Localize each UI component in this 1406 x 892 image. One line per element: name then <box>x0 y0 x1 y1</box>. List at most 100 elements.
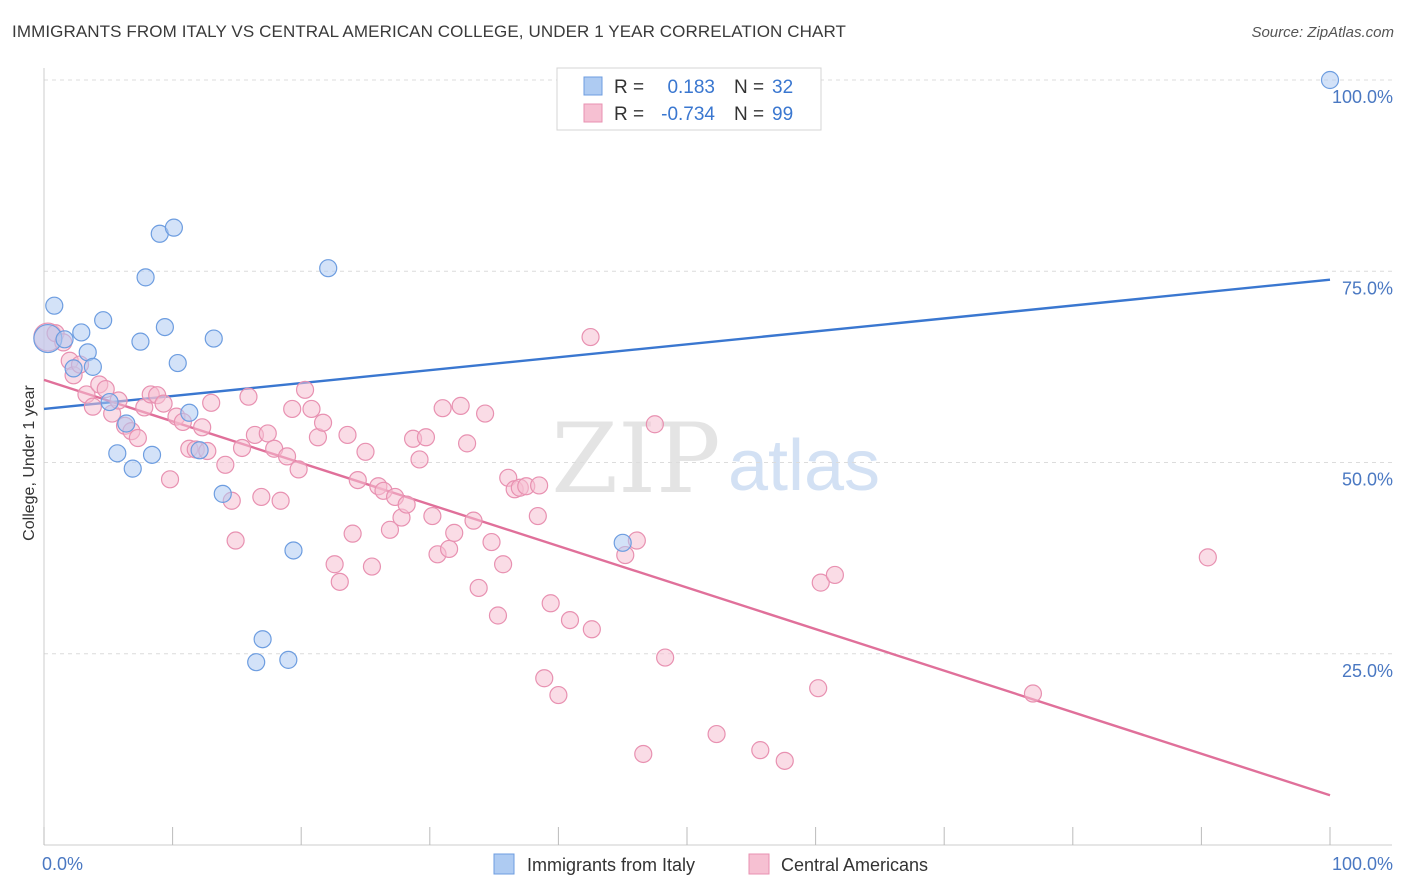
central-point-41 <box>302 399 321 419</box>
chart-title: IMMIGRANTS FROM ITALY VS CENTRAL AMERICA… <box>12 22 847 41</box>
central-point-87 <box>656 648 675 667</box>
italy-point-24 <box>253 630 272 649</box>
central-point-26 <box>202 393 221 412</box>
series-legend: Immigrants from Italy Central Americans <box>493 853 928 875</box>
central-point-69 <box>475 404 495 423</box>
central-point-81 <box>560 610 580 630</box>
central-point-14 <box>128 428 147 448</box>
watermark-zip: ZIP <box>551 403 720 515</box>
central-point-33 <box>252 487 271 507</box>
series-legend-label-central: Central Americans <box>781 855 928 875</box>
central-point-53 <box>380 520 400 539</box>
central-point-40 <box>295 380 315 399</box>
italy-point-11 <box>123 459 142 478</box>
central-point-62 <box>433 399 452 418</box>
italy-point-14 <box>142 445 162 464</box>
central-point-7 <box>83 397 102 416</box>
central-trend-line <box>43 378 1331 797</box>
series-legend-swatch-italy <box>493 853 515 875</box>
legend-r-label-central: R = <box>614 104 644 125</box>
central-point-30 <box>232 438 252 458</box>
central-point-19 <box>160 470 180 489</box>
legend-r-label-italy: R = <box>614 77 644 98</box>
italy-point-17 <box>164 218 183 237</box>
central-point-37 <box>277 447 297 466</box>
central-point-50 <box>362 557 382 576</box>
italy-point-10 <box>117 414 136 433</box>
data-points <box>33 70 1340 770</box>
trend-lines <box>43 278 1331 797</box>
legend-r-value-italy: 0.183 <box>667 77 715 98</box>
central-point-67 <box>464 511 483 530</box>
central-point-45 <box>330 572 349 591</box>
central-point-80 <box>549 685 568 705</box>
legend-box: R = 0.183 N = 32 R = -0.734 N = 99 <box>556 67 822 131</box>
central-point-89 <box>751 741 770 760</box>
legend-swatch-central <box>583 103 603 123</box>
italy-point-27 <box>319 259 338 278</box>
central-point-91 <box>809 679 828 698</box>
tick-labels: 25.0% 50.0% 75.0% 100.0% 0.0% 100.0% <box>42 87 1393 874</box>
x-tick-label-1: 100.0% <box>1332 854 1393 874</box>
central-point-27 <box>216 455 235 474</box>
central-point-43 <box>313 413 333 432</box>
y-tick-label-2: 75.0% <box>1342 278 1393 298</box>
y-tick-label-0: 25.0% <box>1342 661 1393 681</box>
central-point-38 <box>283 399 302 419</box>
legend-r-value-central: -0.734 <box>661 104 715 125</box>
central-point-92 <box>811 573 830 592</box>
central-point-71 <box>488 606 508 625</box>
italy-point-29 <box>1320 70 1340 90</box>
italy-point-25 <box>279 650 298 669</box>
series-legend-swatch-central <box>748 853 770 875</box>
central-point-24 <box>193 418 212 437</box>
italy-point-12 <box>131 332 150 351</box>
central-point-47 <box>343 524 362 543</box>
central-point-60 <box>423 506 442 526</box>
central-point-58 <box>410 450 429 469</box>
central-point-70 <box>482 532 501 552</box>
central-point-86 <box>645 415 664 434</box>
y-axis-label: College, Under 1 year <box>21 385 38 541</box>
italy-point-26 <box>284 541 303 560</box>
y-tick-label-1: 50.0% <box>1342 470 1393 490</box>
central-point-94 <box>1023 684 1043 703</box>
central-point-93 <box>825 565 844 585</box>
legend-n-value-central: 99 <box>772 104 793 125</box>
italy-point-8 <box>100 392 119 412</box>
italy-point-28 <box>613 533 632 552</box>
central-point-97 <box>530 476 549 495</box>
watermark-atlas: atlas <box>728 426 880 506</box>
legend-n-label-central: N = <box>734 104 764 125</box>
italy-point-21 <box>204 329 223 348</box>
central-point-59 <box>416 428 436 447</box>
italy-point-1 <box>45 296 64 315</box>
central-point-90 <box>775 751 794 770</box>
italy-point-22 <box>213 484 232 503</box>
central-point-44 <box>325 555 344 574</box>
central-point-36 <box>271 491 290 510</box>
italy-trend-line <box>43 278 1331 411</box>
italy-point-20 <box>190 441 209 460</box>
y-tick-label-3: 100.0% <box>1332 87 1393 107</box>
legend-n-label-italy: N = <box>734 77 764 98</box>
central-point-78 <box>535 669 554 688</box>
italy-point-3 <box>64 359 83 378</box>
legend-n-value-italy: 32 <box>772 77 793 98</box>
axes <box>43 68 1392 846</box>
central-point-46 <box>338 425 357 445</box>
central-point-85 <box>634 744 653 764</box>
central-point-96 <box>581 327 600 347</box>
italy-point-13 <box>136 268 155 287</box>
central-point-72 <box>494 555 513 574</box>
central-point-82 <box>582 620 601 639</box>
central-point-31 <box>239 387 258 406</box>
central-point-49 <box>356 442 375 461</box>
gridlines <box>44 79 1392 655</box>
watermark: ZIP atlas <box>551 403 880 515</box>
central-point-79 <box>541 594 560 613</box>
italy-point-18 <box>168 353 187 373</box>
central-point-39 <box>289 460 308 479</box>
central-point-77 <box>528 506 547 526</box>
